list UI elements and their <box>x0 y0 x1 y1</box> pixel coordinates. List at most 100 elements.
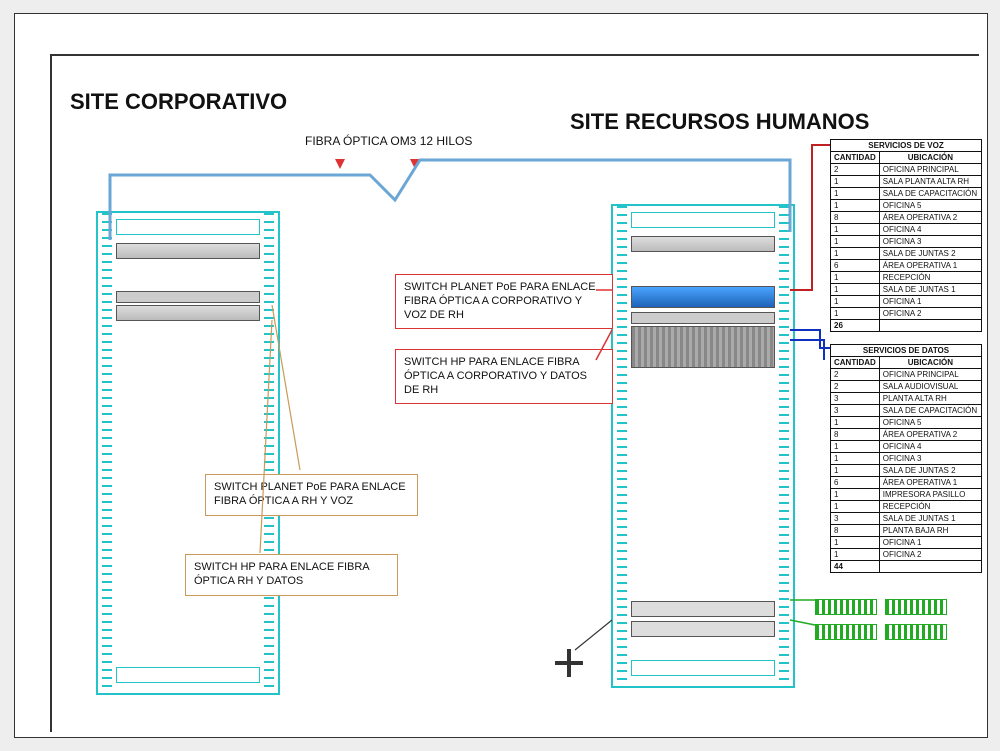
patch-panel <box>631 236 775 252</box>
table-title: SERVICIOS DE VOZ <box>831 140 982 152</box>
pdu-slot <box>631 601 775 617</box>
arrow-icon <box>335 159 345 169</box>
table-cell: 1 <box>831 453 880 465</box>
table-cell: SALA DE JUNTAS 2 <box>879 465 981 477</box>
table-cell: RECEPCIÓN <box>879 501 981 513</box>
cable-mgr <box>631 312 775 324</box>
table-row: 1SALA PLANTA ALTA RH <box>831 176 982 188</box>
table-cell: OFICINA PRINCIPAL <box>879 369 981 381</box>
table-row: 2SALA AUDIOVISUAL <box>831 381 982 393</box>
title-left: SITE CORPORATIVO <box>70 89 287 115</box>
table-cell: SALA DE CAPACITACIÓN <box>879 405 981 417</box>
pdu-icon <box>815 624 877 640</box>
table-cell: RECEPCIÓN <box>879 272 981 284</box>
table-cell: SALA AUDIOVISUAL <box>879 381 981 393</box>
table-cell: 6 <box>831 477 880 489</box>
table-cell: 1 <box>831 417 880 429</box>
table-row: 3SALA DE CAPACITACIÓN <box>831 405 982 417</box>
rack-rail <box>617 206 627 686</box>
table-row: 8ÁREA OPERATIVA 2 <box>831 212 982 224</box>
table-row: 1SALA DE JUNTAS 2 <box>831 465 982 477</box>
table-cell: 1 <box>831 549 880 561</box>
cable-mgr <box>116 291 260 303</box>
table-cell: 1 <box>831 308 880 320</box>
table-cell: 1 <box>831 284 880 296</box>
rack-rail <box>102 213 112 693</box>
table-row: 8ÁREA OPERATIVA 2 <box>831 429 982 441</box>
connector-icon <box>555 649 583 677</box>
table-row: 1OFICINA 4 <box>831 441 982 453</box>
table-cell: SALA DE JUNTAS 1 <box>879 284 981 296</box>
table-cell: 3 <box>831 405 880 417</box>
table-servicios-datos: SERVICIOS DE DATOS CANTIDAD UBICACIÓN 2O… <box>830 344 982 573</box>
table-cell: ÁREA OPERATIVA 1 <box>879 260 981 272</box>
table-row: 1SALA DE JUNTAS 2 <box>831 248 982 260</box>
table-row: 6ÁREA OPERATIVA 1 <box>831 477 982 489</box>
table-cell: 1 <box>831 188 880 200</box>
pdu-icon <box>885 599 947 615</box>
table-row: 1OFICINA 1 <box>831 296 982 308</box>
table-row: 1OFICINA 5 <box>831 417 982 429</box>
table-cell: 1 <box>831 236 880 248</box>
table-cell: OFICINA PRINCIPAL <box>879 164 981 176</box>
table-row: 2OFICINA PRINCIPAL <box>831 369 982 381</box>
col-header: CANTIDAD <box>831 152 880 164</box>
table-cell: 2 <box>831 381 880 393</box>
table-cell: OFICINA 1 <box>879 296 981 308</box>
table-cell: 8 <box>831 429 880 441</box>
table-row: 6ÁREA OPERATIVA 1 <box>831 260 982 272</box>
col-header: CANTIDAD <box>831 357 880 369</box>
table-row: 1OFICINA 5 <box>831 200 982 212</box>
table-cell: OFICINA 3 <box>879 453 981 465</box>
table-cell: SALA PLANTA ALTA RH <box>879 176 981 188</box>
table-cell: 1 <box>831 465 880 477</box>
table-cell: OFICINA 3 <box>879 236 981 248</box>
switch-hp <box>631 326 775 368</box>
table-cell: 6 <box>831 260 880 272</box>
table-cell: PLANTA BAJA RH <box>879 525 981 537</box>
table-cell: PLANTA ALTA RH <box>879 393 981 405</box>
switch-planet <box>631 286 775 308</box>
table-row: 1OFICINA 1 <box>831 537 982 549</box>
rack-corporativo <box>96 211 280 695</box>
rack-top-panel <box>116 219 260 235</box>
table-title: SERVICIOS DE DATOS <box>831 345 982 357</box>
table-cell: IMPRESORA PASILLO <box>879 489 981 501</box>
table-cell: 8 <box>831 212 880 224</box>
table-cell: 1 <box>831 176 880 188</box>
rack-bot-panel <box>116 667 260 683</box>
table-cell: 1 <box>831 296 880 308</box>
table-cell: 1 <box>831 200 880 212</box>
table-cell: 3 <box>831 513 880 525</box>
rack-rh <box>611 204 795 688</box>
table-row: 1OFICINA 4 <box>831 224 982 236</box>
table-cell: OFICINA 2 <box>879 308 981 320</box>
col-header: UBICACIÓN <box>879 152 981 164</box>
annotation-right-bot: SWITCH HP PARA ENLACE FIBRA ÓPTICA A COR… <box>395 349 613 404</box>
rack-top-panel <box>631 212 775 228</box>
table-cell: 8 <box>831 525 880 537</box>
table-row: 1OFICINA 2 <box>831 308 982 320</box>
arrow-icon <box>410 159 420 169</box>
table-row: 1SALA DE JUNTAS 1 <box>831 284 982 296</box>
table-row: 8PLANTA BAJA RH <box>831 525 982 537</box>
table-cell: OFICINA 5 <box>879 200 981 212</box>
table-cell: 1 <box>831 489 880 501</box>
table-row: 1RECEPCIÓN <box>831 501 982 513</box>
pdu-slot <box>631 621 775 637</box>
table-cell: OFICINA 2 <box>879 549 981 561</box>
table-row: 2OFICINA PRINCIPAL <box>831 164 982 176</box>
table-cell: ÁREA OPERATIVA 2 <box>879 212 981 224</box>
table-total: 44 <box>831 561 880 573</box>
table-cell: OFICINA 1 <box>879 537 981 549</box>
table-row: 1SALA DE CAPACITACIÓN <box>831 188 982 200</box>
table-cell: SALA DE JUNTAS 2 <box>879 248 981 260</box>
table-cell: 2 <box>831 164 880 176</box>
table-cell: OFICINA 5 <box>879 417 981 429</box>
table-cell: SALA DE CAPACITACIÓN <box>879 188 981 200</box>
col-header: UBICACIÓN <box>879 357 981 369</box>
table-cell: 1 <box>831 224 880 236</box>
pdu-icon <box>815 599 877 615</box>
rack-rail <box>779 206 789 686</box>
table-row: 3PLANTA ALTA RH <box>831 393 982 405</box>
